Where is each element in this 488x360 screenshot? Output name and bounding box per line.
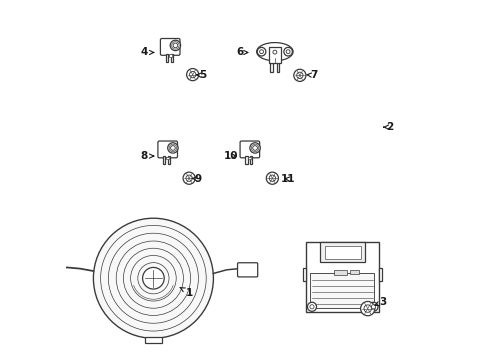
Circle shape [167, 143, 178, 153]
Bar [154, 280, 157, 282]
Bar [303, 268, 305, 281]
Bar [245, 156, 247, 164]
Circle shape [363, 305, 371, 312]
FancyBboxPatch shape [237, 263, 257, 277]
Bar [170, 54, 172, 62]
Circle shape [307, 302, 316, 311]
Text: 1: 1 [180, 288, 192, 297]
Circle shape [284, 48, 292, 56]
Circle shape [257, 48, 265, 56]
Text: 9: 9 [191, 174, 201, 184]
Circle shape [189, 72, 196, 78]
Circle shape [285, 50, 289, 54]
Text: 5: 5 [196, 70, 206, 80]
Circle shape [170, 40, 180, 51]
Bar [349, 270, 358, 274]
Bar [168, 156, 170, 164]
Circle shape [142, 267, 164, 289]
Bar [148, 278, 151, 281]
Text: 3: 3 [374, 297, 386, 307]
Bar [268, 47, 280, 63]
Bar [270, 63, 272, 72]
FancyBboxPatch shape [240, 141, 259, 158]
Circle shape [185, 175, 192, 181]
Bar [324, 246, 360, 259]
Bar [149, 281, 154, 283]
Circle shape [249, 143, 260, 153]
Bar [309, 273, 373, 308]
Bar [151, 284, 156, 287]
Circle shape [309, 305, 313, 309]
Text: 8: 8 [140, 151, 153, 161]
Circle shape [272, 50, 276, 54]
Polygon shape [27, 263, 44, 275]
Bar [145, 337, 162, 343]
FancyBboxPatch shape [158, 141, 177, 158]
Circle shape [368, 302, 377, 311]
Circle shape [360, 301, 374, 316]
Circle shape [170, 145, 175, 150]
Text: 6: 6 [236, 48, 247, 58]
Bar [250, 156, 252, 164]
Bar [333, 270, 346, 275]
Bar [157, 274, 159, 276]
FancyBboxPatch shape [160, 39, 180, 55]
Bar [305, 242, 379, 312]
Circle shape [371, 305, 375, 309]
Circle shape [183, 172, 195, 184]
Ellipse shape [256, 42, 292, 61]
Bar [156, 283, 159, 286]
Circle shape [173, 43, 177, 48]
Circle shape [252, 145, 257, 150]
Bar [379, 268, 382, 281]
Bar [248, 157, 251, 159]
Text: 2: 2 [383, 122, 393, 132]
Bar [163, 156, 165, 164]
Bar [276, 63, 279, 72]
Bar [168, 54, 171, 57]
Circle shape [186, 68, 198, 81]
Bar [166, 157, 169, 159]
Circle shape [269, 175, 275, 181]
Circle shape [259, 50, 263, 54]
Text: 7: 7 [306, 70, 317, 80]
Bar [319, 242, 365, 262]
Text: 10: 10 [224, 151, 238, 161]
Circle shape [266, 172, 278, 184]
Text: 11: 11 [280, 174, 295, 184]
Circle shape [296, 72, 303, 78]
Circle shape [293, 69, 305, 81]
Text: 4: 4 [140, 48, 153, 58]
Circle shape [93, 218, 213, 338]
Bar [165, 54, 167, 62]
